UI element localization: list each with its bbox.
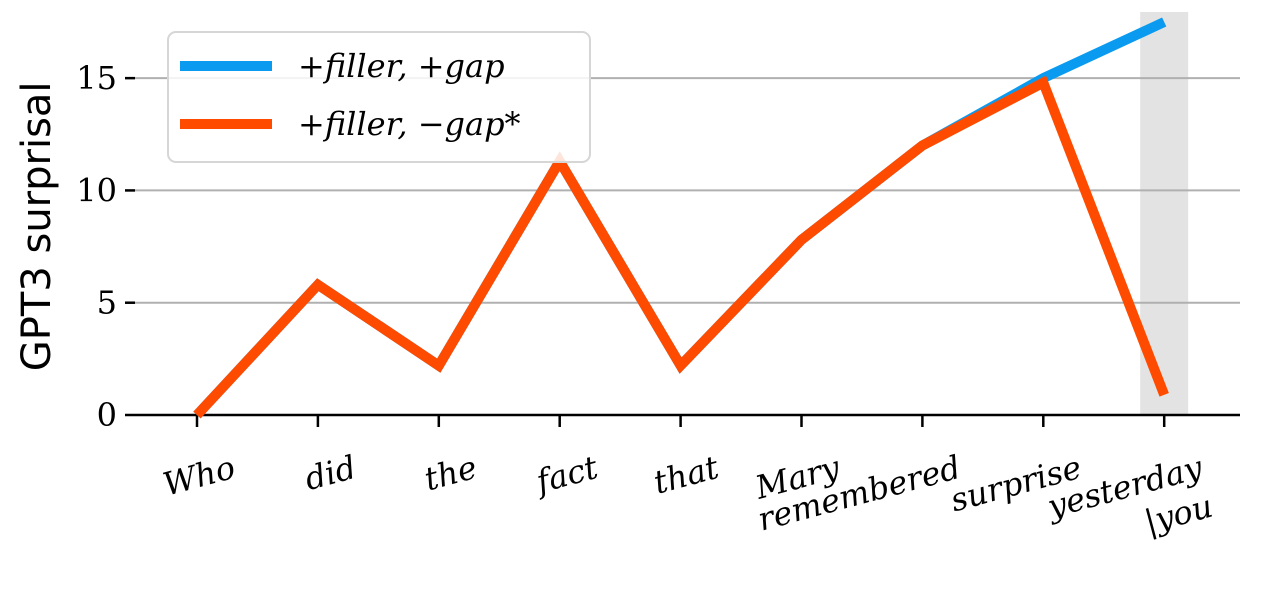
- x-tick-label-the: the: [420, 448, 480, 498]
- x-tick-label-group-who: Who: [159, 448, 239, 504]
- y-axis-title: GPT3 surprisal: [14, 81, 60, 371]
- x-tick-label-fact: fact: [530, 448, 602, 501]
- x-tick-label-group-that: that: [650, 448, 723, 502]
- series-layer: [193, 17, 1169, 419]
- legend-label-2: +filler, −gap*: [298, 105, 521, 143]
- y-tick-label-0: 0: [97, 396, 117, 434]
- y-tick-label-15: 15: [76, 59, 117, 97]
- x-tick-label-that: that: [650, 448, 723, 502]
- y-tick-label-5: 5: [97, 284, 117, 322]
- x-tick-label-group-the: the: [420, 448, 480, 498]
- x-tick-label-group-did: did: [301, 448, 360, 498]
- series-line-2: [193, 75, 1169, 419]
- x-tick-label-who: Who: [159, 448, 239, 504]
- x-tick-label-did: did: [301, 448, 360, 498]
- y-tick-label-10: 10: [76, 171, 117, 209]
- legend-label-1: +filler, +gap: [298, 47, 505, 85]
- legend: +filler, +gap +filler, −gap*: [167, 31, 591, 163]
- legend-box: [167, 31, 591, 163]
- x-tick-label-group-fact: fact: [530, 448, 602, 501]
